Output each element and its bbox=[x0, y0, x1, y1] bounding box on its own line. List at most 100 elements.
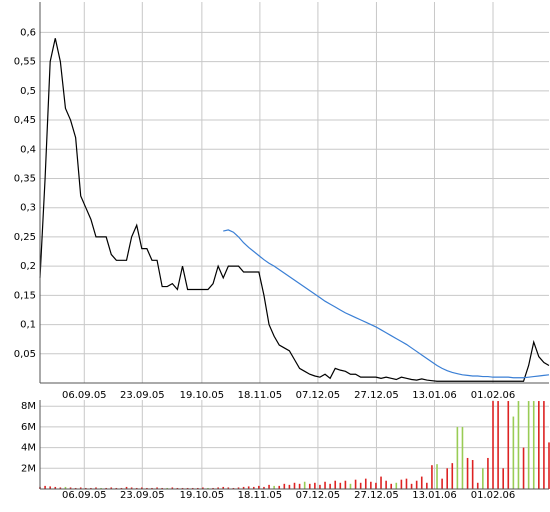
volume-bar bbox=[446, 468, 448, 489]
x-tick-label: 13.01.06 bbox=[412, 490, 457, 501]
volume-bar bbox=[359, 482, 362, 489]
volume-bar bbox=[125, 486, 128, 489]
volume-bar bbox=[334, 480, 337, 489]
volume-bar bbox=[522, 447, 525, 489]
volume-bar bbox=[532, 401, 535, 489]
volume-bar bbox=[415, 480, 418, 489]
volume-bar bbox=[456, 426, 459, 489]
volume-bar bbox=[344, 480, 347, 489]
volume-bar bbox=[527, 401, 530, 489]
plot-area bbox=[40, 400, 549, 489]
volume-bar bbox=[441, 478, 443, 489]
volume-bar bbox=[426, 482, 428, 489]
volume-bar bbox=[202, 487, 204, 489]
x-tick-label: 06.09.05 bbox=[62, 490, 107, 501]
volume-bar bbox=[156, 487, 158, 489]
x-tick-label: 19.10.05 bbox=[180, 390, 225, 401]
volume-bar bbox=[466, 457, 469, 489]
volume-bar bbox=[64, 486, 67, 489]
volume-bar bbox=[349, 483, 352, 489]
volume-bar bbox=[130, 487, 133, 489]
volume-bar bbox=[492, 401, 494, 489]
y-tick-label: 2M bbox=[21, 463, 36, 474]
volume-bar bbox=[298, 483, 301, 489]
volume-bar bbox=[476, 482, 479, 489]
volume-bar bbox=[74, 487, 77, 489]
volume-bar bbox=[242, 486, 245, 489]
volume-bar bbox=[308, 483, 311, 489]
volume-bar bbox=[166, 487, 169, 489]
y-tick-label: 0,5 bbox=[20, 86, 36, 97]
volume-bar bbox=[502, 468, 504, 489]
volume-bar bbox=[90, 487, 92, 489]
volume-bar bbox=[273, 485, 275, 489]
volume-bar bbox=[461, 426, 464, 489]
volume-bar bbox=[329, 483, 331, 489]
x-tick-label: 27.12.05 bbox=[354, 490, 399, 501]
volume-bar bbox=[288, 484, 291, 489]
volume-bar bbox=[303, 481, 306, 489]
volume-bar bbox=[364, 478, 367, 489]
volume-bar bbox=[400, 479, 403, 489]
x-tick-label: 27.12.05 bbox=[354, 390, 399, 401]
y-tick-label: 0,3 bbox=[20, 203, 36, 214]
volume-bar bbox=[161, 487, 163, 489]
x-tick-label: 18.11.05 bbox=[238, 490, 283, 501]
volume-bar bbox=[69, 487, 72, 489]
y-tick-label: 0,15 bbox=[14, 290, 36, 301]
volume-bar bbox=[512, 416, 515, 489]
volume-bar bbox=[390, 483, 393, 489]
volume-bar bbox=[247, 486, 250, 489]
volume-bar bbox=[227, 487, 230, 489]
x-tick-label: 23.09.05 bbox=[120, 490, 165, 501]
volume-bar bbox=[95, 487, 97, 489]
x-tick-label: 23.09.05 bbox=[120, 390, 165, 401]
volume-bar bbox=[110, 487, 113, 489]
volume-bar bbox=[115, 487, 118, 489]
y-tick-label: 0,1 bbox=[20, 320, 36, 331]
volume-bar bbox=[59, 487, 62, 489]
volume-bar bbox=[354, 479, 357, 489]
volume-bar bbox=[135, 487, 138, 489]
volume-bar bbox=[405, 478, 408, 489]
volume-bar bbox=[171, 487, 174, 489]
volume-bar bbox=[100, 487, 102, 489]
volume-bar bbox=[420, 476, 423, 489]
volume-bar bbox=[44, 485, 46, 489]
volume-bar bbox=[385, 480, 387, 489]
y-tick-label: 0,2 bbox=[20, 261, 36, 272]
y-tick-label: 0,4 bbox=[20, 144, 36, 155]
volume-bar bbox=[85, 487, 87, 489]
volume-bar bbox=[151, 487, 153, 489]
volume-bar bbox=[263, 486, 265, 489]
volume-bar bbox=[217, 487, 219, 489]
volume-bar bbox=[237, 487, 240, 489]
volume-bar bbox=[548, 442, 550, 489]
x-tick-label: 06.09.05 bbox=[62, 390, 107, 401]
volume-bar bbox=[451, 463, 454, 489]
volume-bar bbox=[176, 487, 179, 489]
y-tick-label: 4M bbox=[21, 443, 36, 454]
volume-bar bbox=[146, 487, 148, 489]
volume-bar bbox=[517, 401, 520, 489]
volume-bar bbox=[543, 401, 545, 489]
volume-bar bbox=[497, 401, 499, 489]
volume-bar bbox=[207, 487, 209, 489]
y-tick-label: 0,25 bbox=[14, 232, 36, 243]
volume-bar bbox=[507, 401, 510, 489]
volume-bar bbox=[370, 481, 372, 489]
x-tick-label: 01.02.06 bbox=[471, 490, 516, 501]
volume-bar bbox=[375, 482, 377, 489]
volume-bar bbox=[380, 476, 382, 489]
volume-bar bbox=[79, 487, 82, 489]
volume-bar bbox=[410, 483, 413, 489]
volume-bar bbox=[120, 487, 123, 489]
volume-bar bbox=[339, 482, 342, 489]
volume-bar bbox=[141, 487, 143, 489]
y-tick-label: 0,55 bbox=[14, 57, 36, 68]
volume-bar bbox=[283, 483, 286, 489]
volume-bar bbox=[186, 487, 189, 489]
volume-bar bbox=[431, 465, 433, 489]
volume-bar bbox=[49, 486, 51, 489]
